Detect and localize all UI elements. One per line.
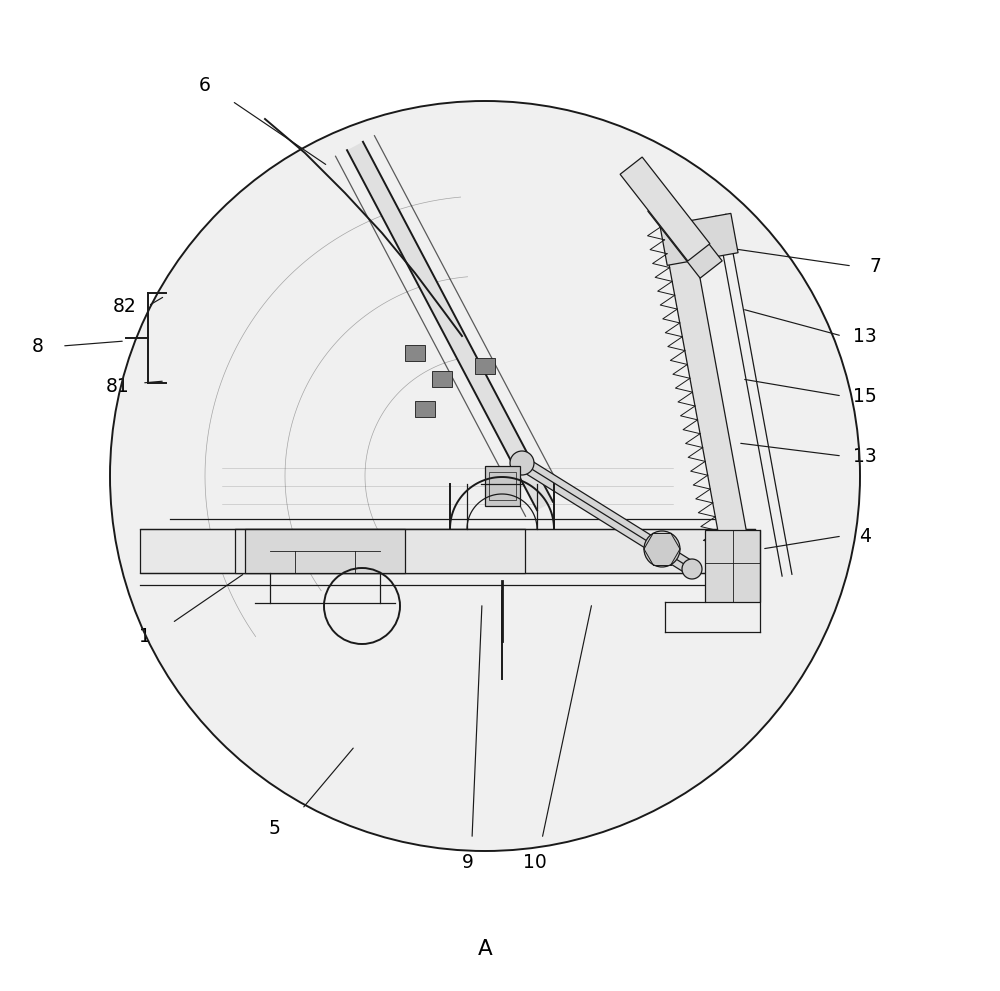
- Bar: [488, 472, 516, 500]
- Polygon shape: [347, 142, 553, 510]
- Text: 15: 15: [853, 386, 877, 405]
- Polygon shape: [518, 457, 696, 575]
- Text: 13: 13: [853, 447, 877, 466]
- Circle shape: [644, 531, 680, 567]
- Text: 7: 7: [869, 257, 881, 275]
- Text: 1: 1: [139, 626, 151, 645]
- Circle shape: [510, 451, 534, 475]
- Text: 8: 8: [32, 337, 44, 356]
- Text: 5: 5: [269, 820, 281, 838]
- Text: 9: 9: [462, 853, 474, 872]
- Polygon shape: [620, 157, 710, 261]
- Text: 82: 82: [113, 296, 137, 315]
- Polygon shape: [648, 194, 722, 278]
- Text: 6: 6: [199, 76, 211, 95]
- Text: 13: 13: [853, 326, 877, 346]
- Circle shape: [682, 559, 702, 579]
- Bar: [484, 466, 520, 506]
- Bar: [140, 529, 755, 573]
- Polygon shape: [662, 221, 756, 586]
- Bar: [245, 529, 405, 573]
- Bar: [432, 371, 452, 387]
- Text: 10: 10: [523, 853, 547, 872]
- Bar: [475, 358, 495, 374]
- Text: 4: 4: [859, 526, 871, 545]
- Text: 81: 81: [106, 377, 130, 395]
- Polygon shape: [235, 529, 525, 573]
- Polygon shape: [660, 213, 738, 266]
- Bar: [705, 530, 760, 602]
- Bar: [415, 401, 435, 417]
- Text: A: A: [478, 939, 492, 959]
- Circle shape: [110, 101, 860, 851]
- Bar: [405, 345, 425, 361]
